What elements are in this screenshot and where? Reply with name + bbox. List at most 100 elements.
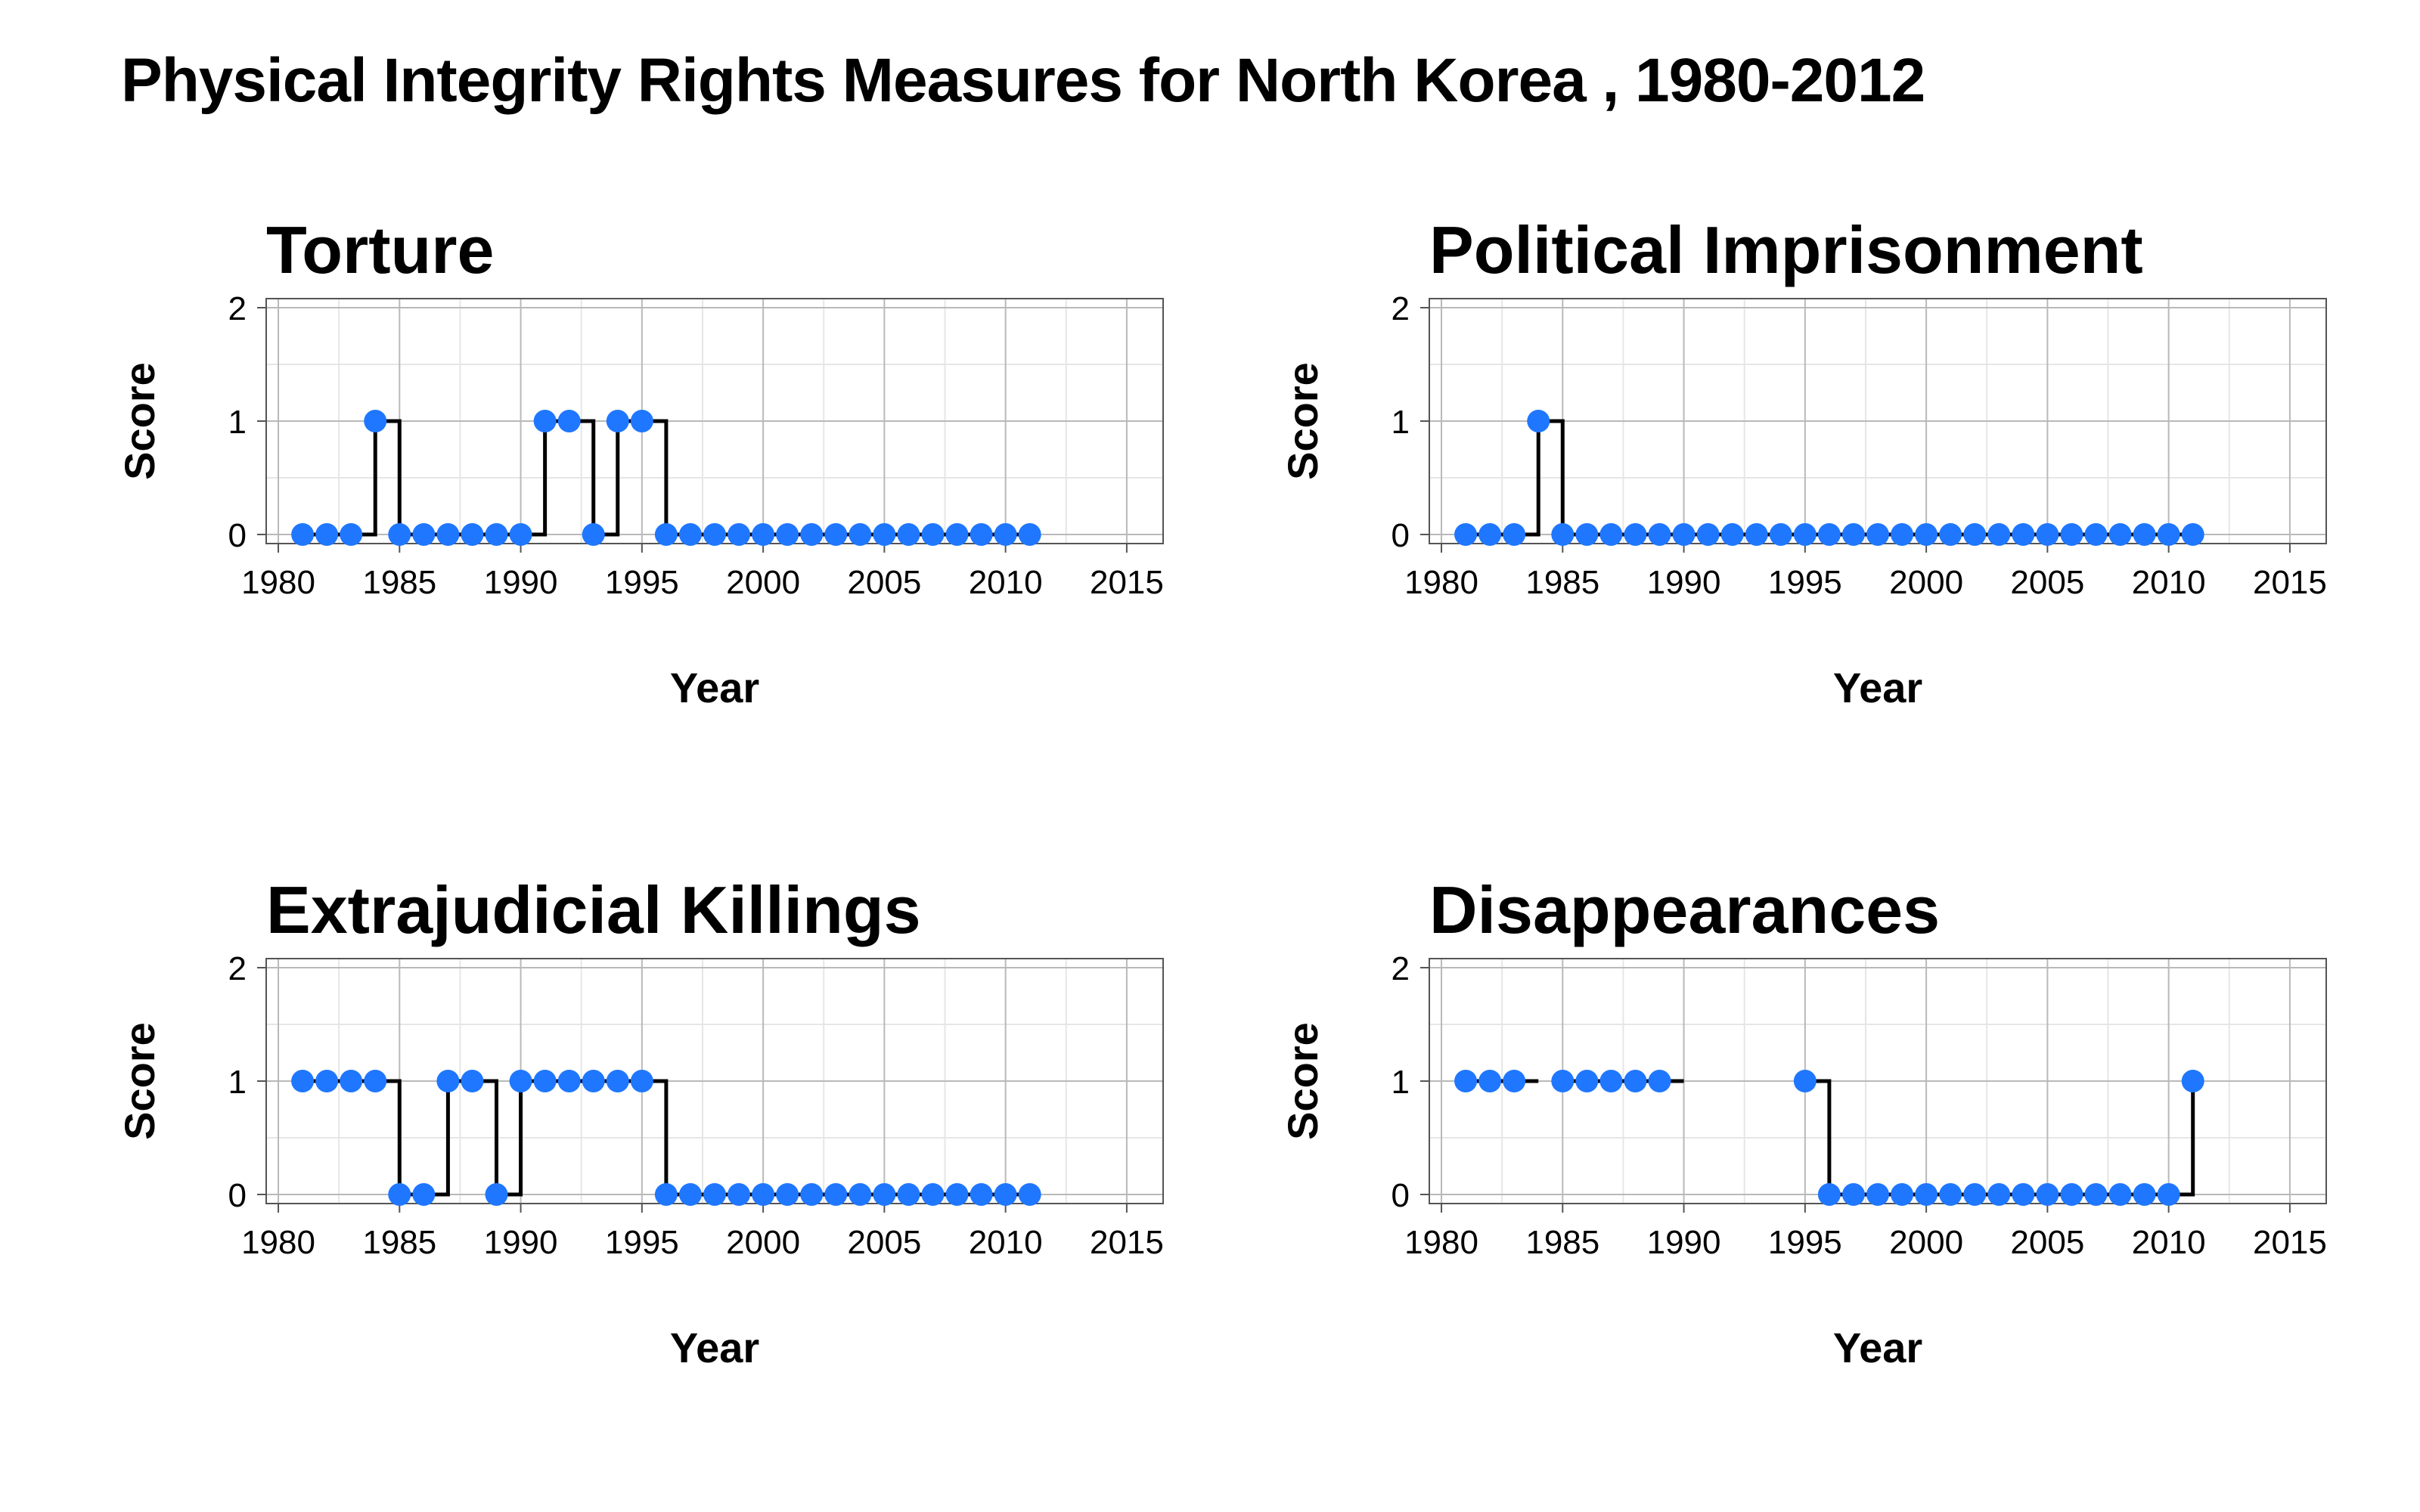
data-point	[994, 523, 1017, 546]
data-point	[752, 1183, 775, 1206]
data-point	[436, 1070, 460, 1092]
data-point	[1963, 1183, 1987, 1206]
data-point	[654, 1183, 678, 1206]
data-point	[873, 1183, 896, 1206]
data-point	[728, 1183, 751, 1206]
data-point	[873, 523, 896, 546]
main-title: Physical Integrity Rights Measures for N…	[121, 46, 1925, 115]
x-tick-label: 2010	[2132, 1224, 2206, 1261]
x-tick-label: 1990	[484, 564, 558, 601]
data-point	[800, 523, 824, 546]
data-point	[1624, 523, 1647, 546]
data-point	[1018, 1183, 1041, 1206]
y-tick-label: 0	[228, 517, 247, 554]
data-point	[2012, 1183, 2035, 1206]
data-point	[364, 1070, 387, 1092]
data-point	[388, 523, 411, 546]
data-point	[1478, 523, 1502, 546]
data-point	[824, 523, 848, 546]
data-point	[1745, 523, 1768, 546]
data-point	[752, 523, 775, 546]
x-tick-label: 1985	[1525, 564, 1599, 601]
x-tick-label: 1985	[362, 564, 436, 601]
data-point	[340, 1070, 363, 1092]
data-point	[2084, 1183, 2108, 1206]
x-tick-label: 1995	[1768, 564, 1842, 601]
data-point	[849, 523, 872, 546]
x-tick-label: 1980	[241, 1224, 315, 1261]
data-point	[630, 1070, 653, 1092]
x-tick-label: 1990	[484, 1224, 558, 1261]
data-point	[728, 523, 751, 546]
torture-x-axis-title: Year	[670, 664, 759, 711]
x-tick-label: 2005	[2010, 564, 2084, 601]
data-point	[1018, 523, 1041, 546]
data-point	[1987, 523, 2011, 546]
torture-y-axis-title: Score	[116, 362, 163, 480]
data-point	[461, 1070, 484, 1092]
data-point	[2108, 1183, 2132, 1206]
x-tick-label: 2015	[1090, 1224, 1164, 1261]
data-point	[897, 1183, 920, 1206]
extrajudicial-killings-x-axis-title: Year	[670, 1324, 759, 1371]
data-point	[1793, 1070, 1817, 1092]
data-point	[1575, 523, 1599, 546]
x-tick-label: 2000	[1889, 1224, 1963, 1261]
disappearances-y-axis-title: Score	[1279, 1022, 1326, 1140]
data-point	[291, 523, 315, 546]
x-tick-label: 1980	[241, 564, 315, 601]
data-point	[1866, 1183, 1889, 1206]
x-tick-label: 1990	[1647, 564, 1721, 601]
y-tick-label: 2	[1392, 950, 1410, 987]
data-point	[776, 1183, 799, 1206]
data-point	[1672, 523, 1696, 546]
data-point	[1866, 523, 1889, 546]
x-tick-label: 1995	[605, 1224, 679, 1261]
x-tick-label: 2015	[2253, 564, 2327, 601]
x-tick-label: 1990	[1647, 1224, 1721, 1261]
data-point	[364, 410, 387, 432]
y-tick-label: 1	[1392, 1064, 1410, 1101]
data-point	[1841, 1183, 1865, 1206]
political-imprisonment-x-axis-title: Year	[1833, 664, 1922, 711]
data-point	[1769, 523, 1792, 546]
data-point	[582, 1070, 605, 1092]
data-point	[2036, 1183, 2059, 1206]
data-point	[1648, 1070, 1671, 1092]
data-point	[2157, 1183, 2180, 1206]
data-point	[2133, 1183, 2156, 1206]
data-point	[533, 1070, 557, 1092]
x-tick-label: 2010	[2132, 564, 2206, 601]
data-point	[2060, 1183, 2083, 1206]
data-point	[1793, 523, 1817, 546]
data-point	[630, 410, 653, 432]
data-point	[2181, 1070, 2204, 1092]
y-tick-label: 2	[228, 290, 247, 327]
data-point	[849, 1183, 872, 1206]
data-point	[291, 1070, 315, 1092]
data-point	[606, 410, 629, 432]
x-tick-label: 2010	[969, 1224, 1043, 1261]
data-point	[678, 1183, 702, 1206]
data-point	[654, 523, 678, 546]
y-tick-label: 2	[1392, 290, 1410, 327]
data-point	[1891, 1183, 1914, 1206]
data-point	[945, 1183, 969, 1206]
data-point	[1648, 523, 1671, 546]
data-point	[1963, 523, 1987, 546]
y-tick-label: 0	[1392, 517, 1410, 554]
data-point	[2084, 523, 2108, 546]
data-point	[1503, 1070, 1526, 1092]
data-point	[436, 523, 460, 546]
data-point	[921, 523, 945, 546]
data-point	[1575, 1070, 1599, 1092]
data-point	[1599, 1070, 1623, 1092]
political-imprisonment-y-axis-title: Score	[1279, 362, 1326, 480]
data-point	[412, 1183, 436, 1206]
data-point	[1503, 523, 1526, 546]
data-point	[921, 1183, 945, 1206]
data-point	[485, 523, 508, 546]
data-point	[1478, 1070, 1502, 1092]
y-tick-label: 2	[228, 950, 247, 987]
data-point	[1817, 523, 1841, 546]
